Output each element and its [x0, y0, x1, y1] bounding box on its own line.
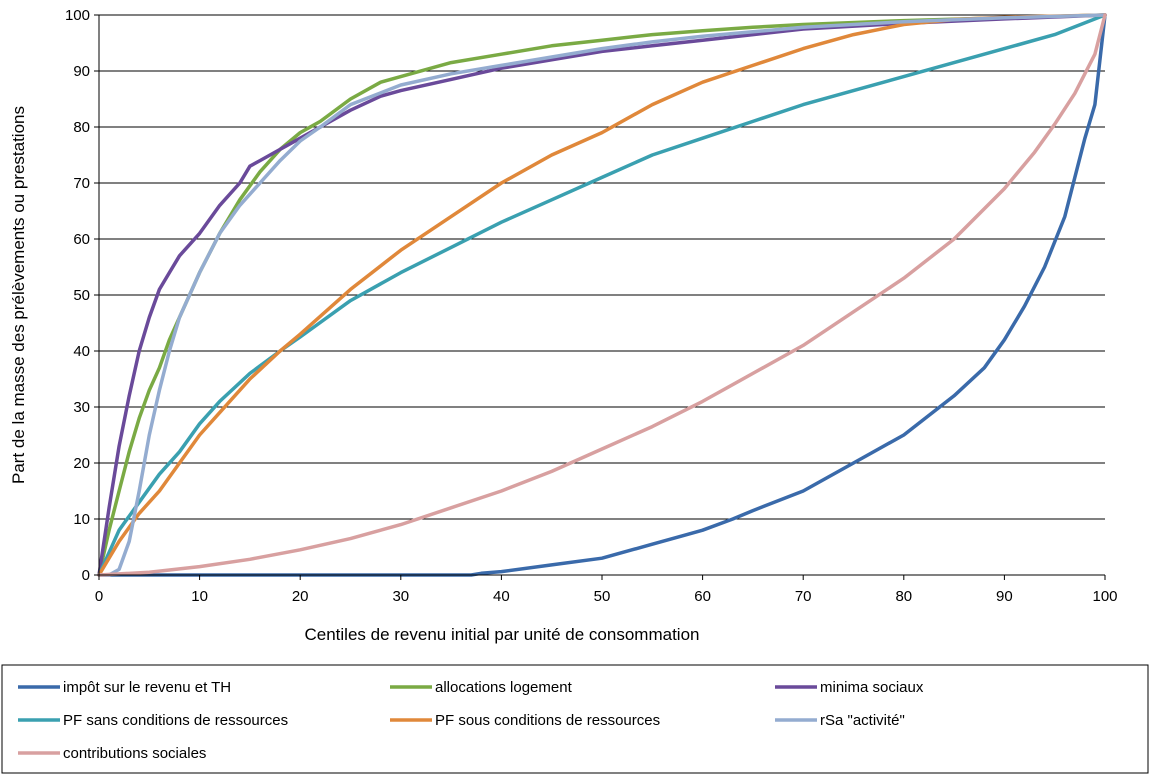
- legend-item: impôt sur le revenu et TH: [18, 679, 231, 696]
- y-tick-label: 40: [73, 343, 90, 360]
- series-line-3: [97, 13, 1107, 577]
- y-tick-label: 10: [73, 511, 90, 528]
- y-tick-labels: 0 10 20 30 40 50 60 70 80 90 100: [65, 7, 90, 584]
- series-line-4: [97, 13, 1107, 577]
- x-tick-label: 100: [1092, 588, 1117, 605]
- y-tick-label: 30: [73, 399, 90, 416]
- legend-item: PF sous conditions de ressources: [390, 712, 660, 729]
- gridlines: [99, 14, 1105, 520]
- legend-item: PF sans conditions de ressources: [18, 712, 288, 729]
- legend-label: allocations logement: [435, 679, 573, 696]
- legend-item: rSa "activité": [775, 712, 905, 729]
- x-tick-label: 0: [95, 588, 103, 605]
- series-line-6: [97, 13, 1107, 577]
- x-tick-label: 80: [895, 588, 912, 605]
- x-axis-title: Centiles de revenu initial par unité de …: [304, 625, 699, 644]
- series-lines: [97, 13, 1107, 577]
- y-tick-label: 20: [73, 455, 90, 472]
- y-tick-label: 50: [73, 287, 90, 304]
- x-tick-label: 40: [493, 588, 510, 605]
- y-tick-label: 70: [73, 175, 90, 192]
- axes: [94, 14, 1106, 580]
- series-line-5: [97, 13, 1107, 577]
- legend: impôt sur le revenu et TH allocations log…: [1, 664, 1149, 774]
- y-tick-label: 90: [73, 63, 90, 80]
- legend-item: minima sociaux: [775, 679, 924, 696]
- x-tick-label: 50: [594, 588, 611, 605]
- y-tick-label: 100: [65, 7, 90, 24]
- legend-label: rSa "activité": [820, 712, 905, 729]
- x-tick-label: 90: [996, 588, 1013, 605]
- y-axis-title: Part de la masse des prélèvements ou pre…: [9, 106, 28, 484]
- legend-item: contributions sociales: [18, 745, 206, 762]
- legend-label: minima sociaux: [820, 679, 924, 696]
- x-tick-labels: 0 10 20 30 40 50 60 70 80 90 100: [95, 588, 1118, 605]
- series-line-2: [97, 13, 1107, 577]
- x-tick-label: 10: [191, 588, 208, 605]
- x-tick-label: 20: [292, 588, 309, 605]
- y-tick-label: 80: [73, 119, 90, 136]
- x-tick-label: 30: [392, 588, 409, 605]
- legend-label: PF sans conditions de ressources: [63, 712, 288, 729]
- legend-box: [1, 664, 1149, 774]
- legend-label: PF sous conditions de ressources: [435, 712, 660, 729]
- legend-item: allocations logement: [390, 679, 573, 696]
- y-tick-label: 0: [82, 567, 90, 584]
- x-tick-label: 60: [694, 588, 711, 605]
- y-tick-label: 60: [73, 231, 90, 248]
- series-line-1: [97, 13, 1107, 577]
- legend-label: impôt sur le revenu et TH: [63, 679, 231, 696]
- x-tick-label: 70: [795, 588, 812, 605]
- legend-label: contributions sociales: [63, 745, 206, 762]
- series-line-7: [97, 13, 1107, 577]
